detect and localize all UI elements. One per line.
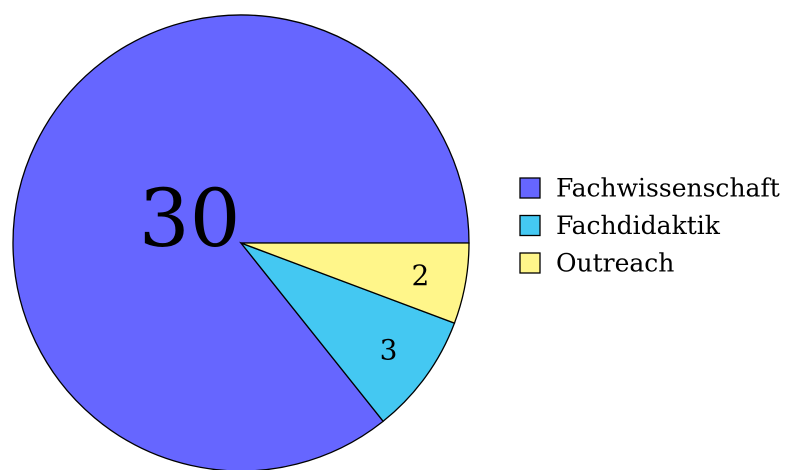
pie-slice <box>239 241 456 423</box>
slice-label: 2 <box>412 259 430 292</box>
slice-label: 30 <box>139 172 241 265</box>
legend-swatch <box>519 177 541 199</box>
legend-label: Fachwissenschaft <box>556 174 780 203</box>
slice-label: 3 <box>380 334 398 367</box>
pie-slice <box>240 242 470 324</box>
legend-label: Outreach <box>556 249 674 278</box>
legend-label: Fachdidaktik <box>556 211 721 240</box>
legend-swatch <box>519 252 541 274</box>
legend-swatch <box>519 214 541 237</box>
